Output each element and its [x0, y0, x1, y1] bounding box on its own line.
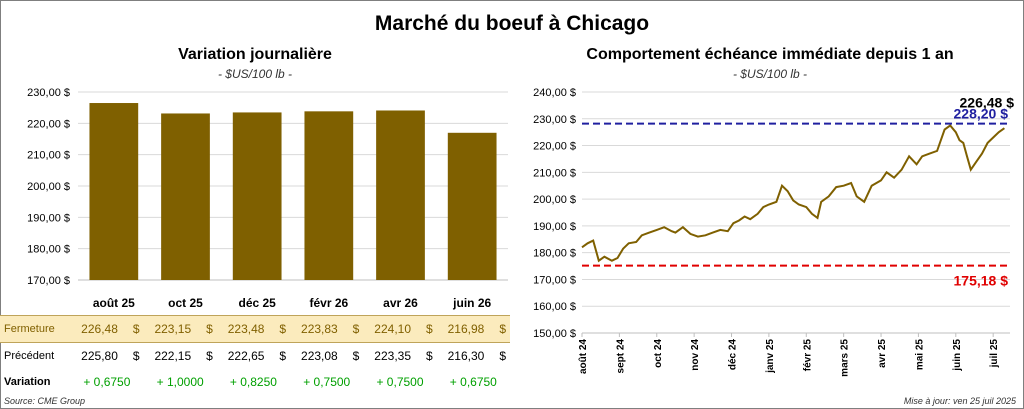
updated-note: Mise à jour: ven 25 juil 2025: [903, 396, 1016, 406]
bar-y-tick-label: 210,00 $: [27, 150, 70, 162]
line-x-tick-label: mars 25: [840, 339, 851, 377]
table-row-variation: Variation + 0,6750 + 1,0000 + 0,8250 + 0…: [0, 369, 510, 395]
row-label: Fermeture: [0, 315, 71, 343]
line-chart: 150,00 $ 160,00 $ 170,00 $ 180,00 $ 190,00 $…: [533, 87, 1015, 377]
bar-chart-subtitle: - $US/100 lb -: [217, 67, 293, 81]
table-row-fermeture: Fermeture 226,48 $ 223,15 $ 223,48 $ 223,83…: [0, 315, 510, 343]
cell-unit: $: [352, 349, 360, 363]
line-x-tick-label: mai 25: [914, 339, 925, 371]
cell-unit: $: [275, 315, 291, 343]
cell-unit: $: [202, 315, 217, 343]
cell-unit: $: [132, 349, 140, 363]
cell-value: 223,35: [374, 349, 411, 363]
line-y-tick-label: 170,00 $: [533, 274, 576, 286]
cell-value: + 0,7500: [303, 375, 351, 389]
cell-value: 223,15: [143, 315, 203, 343]
line-x-tick-label: juil 25: [989, 339, 1000, 369]
cell-value: 216,30: [447, 349, 485, 363]
line-y-tick-label: 180,00 $: [533, 248, 576, 260]
cell-unit: $: [279, 349, 287, 363]
line-x-tick-label: janv 25: [765, 339, 776, 374]
cell-value: 222,15: [154, 349, 192, 363]
line-y-tick-label: 210,00 $: [533, 167, 576, 179]
line-y-tick-label: 150,00 $: [533, 328, 576, 340]
bar-y-tick-label: 170,00 $: [27, 275, 70, 287]
bar-x-tick-label: avr 26: [383, 296, 418, 310]
bar: [161, 113, 210, 280]
cell-value: 222,65: [227, 349, 265, 363]
line-x-tick-label: sept 24: [615, 339, 626, 374]
line-x-tick-label: avr 25: [877, 339, 888, 368]
bar-chart: 170,00 $ 180,00 $ 190,00 $ 200,00 $ 210,00 $…: [27, 87, 508, 310]
bar-y-tick-label: 230,00 $: [27, 87, 70, 99]
bar-y-tick-label: 190,00 $: [27, 212, 70, 224]
bar-chart-title: Variation journalière: [178, 46, 332, 63]
cell-value: 216,98: [436, 315, 496, 343]
table-row-precedent: Précédent 225,80 $ 222,15 $ 222,65 $ 223,08…: [0, 343, 510, 370]
cell-value: 225,80: [81, 349, 118, 363]
cell-unit: $: [128, 315, 144, 343]
cell-value: + 0,6750: [449, 375, 497, 389]
cell-value: + 1,0000: [156, 375, 204, 389]
line-x-tick-label: oct 24: [653, 339, 664, 368]
line-y-tick-label: 240,00 $: [533, 87, 576, 99]
line-chart-title: Comportement échéance immédiate depuis 1…: [586, 46, 954, 63]
row-label: Variation: [4, 376, 51, 388]
cell-unit: $: [206, 349, 213, 363]
price-table: Fermeture 226,48 $ 223,15 $ 223,48 $ 223,83…: [0, 315, 510, 395]
high-reference-label: 228,20 $: [954, 106, 1009, 122]
line-x-tick-label: déc 24: [728, 339, 739, 371]
line-chart-subtitle: - $US/100 lb -: [732, 67, 808, 81]
line-y-tick-label: 200,00 $: [533, 194, 576, 206]
cell-unit: $: [348, 315, 364, 343]
bar: [232, 112, 282, 280]
line-y-tick-label: 160,00 $: [533, 301, 576, 313]
line-x-tick-label: févr 25: [802, 339, 813, 372]
bar: [447, 132, 497, 280]
bar-y-tick-label: 220,00 $: [27, 118, 70, 130]
cell-value: + 0,7500: [376, 375, 424, 389]
bar-y-tick-label: 200,00 $: [27, 181, 70, 193]
cell-value: 226,48: [70, 315, 129, 343]
row-label: Précédent: [4, 350, 55, 362]
line-y-tick-label: 190,00 $: [533, 221, 576, 233]
source-note: Source: CME Group: [4, 396, 86, 406]
cell-value: 223,83: [290, 315, 349, 343]
line-x-tick-label: août 24: [578, 339, 589, 374]
cell-unit: $: [499, 349, 506, 363]
cell-value: 224,10: [363, 315, 422, 343]
main-title: Marché du boeuf à Chicago: [374, 12, 650, 35]
line-x-tick-label: nov 24: [690, 339, 701, 371]
line-x-tick-label: juin 25: [952, 339, 963, 372]
bar-x-tick-label: févr 26: [309, 296, 348, 310]
bar: [89, 103, 139, 281]
bar-y-tick-label: 180,00 $: [27, 244, 70, 256]
line-y-tick-label: 230,00 $: [533, 114, 576, 126]
bar-x-tick-label: déc 25: [238, 296, 276, 310]
cell-value: + 0,8250: [229, 375, 277, 389]
cell-value: 223,48: [216, 315, 276, 343]
line-y-tick-label: 220,00 $: [533, 141, 576, 153]
bar-x-tick-label: juin 26: [452, 296, 491, 310]
bar: [304, 111, 354, 280]
low-reference-label: 175,18 $: [954, 273, 1009, 289]
bar-x-tick-label: août 25: [93, 296, 135, 310]
cell-unit: $: [495, 315, 510, 343]
cell-unit: $: [425, 349, 433, 363]
cell-value: + 0,6750: [83, 375, 131, 389]
price-line: [581, 124, 1005, 263]
bar: [376, 110, 425, 280]
last-price-label: 226,48 $: [960, 95, 1015, 111]
cell-unit: $: [421, 315, 437, 343]
bar-x-tick-label: oct 25: [168, 296, 203, 310]
cell-value: 223,08: [301, 349, 338, 363]
